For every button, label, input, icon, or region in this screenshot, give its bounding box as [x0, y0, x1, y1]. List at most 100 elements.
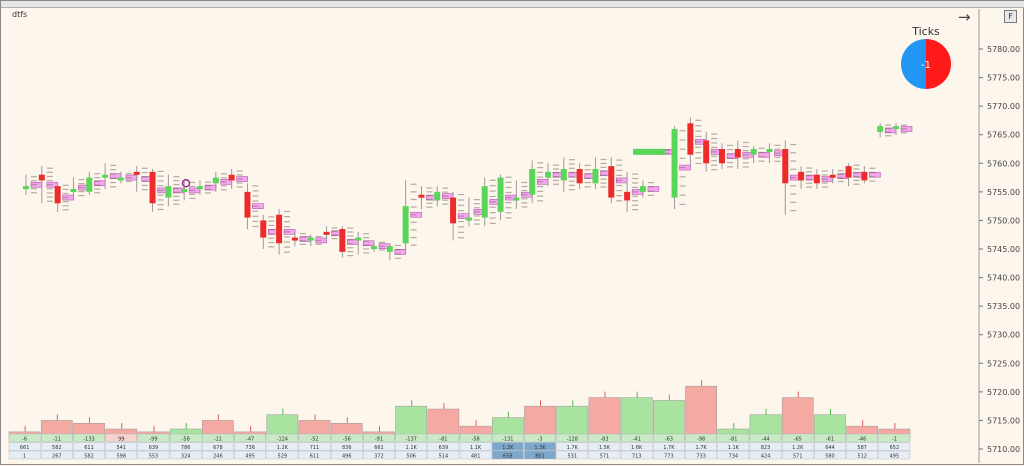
footprint-row	[268, 229, 275, 231]
footprint-row	[711, 137, 718, 140]
stats-cell	[169, 450, 202, 460]
stats-cell	[492, 442, 524, 451]
footprint-row	[774, 144, 781, 146]
stats-cell	[427, 433, 460, 443]
footprint-row	[537, 171, 544, 173]
stats-cell-text: 611	[84, 445, 94, 451]
footprint-row	[62, 188, 69, 191]
stats-cell	[8, 433, 41, 443]
footprint-row	[711, 151, 718, 153]
footprint-row	[315, 239, 322, 242]
footprint-row	[790, 209, 797, 212]
footprint-row	[553, 183, 559, 185]
stats-cell	[202, 442, 234, 451]
footprint-row	[110, 186, 117, 188]
footprint-row	[46, 200, 53, 202]
stats-cell-text: 713	[632, 453, 642, 459]
candle-body	[228, 174, 235, 181]
footprint-row	[94, 173, 101, 175]
y-tick-label: 5735.00	[987, 302, 1020, 311]
footprint-row	[31, 176, 37, 178]
footprint-row	[553, 168, 559, 170]
candle-body	[70, 189, 77, 192]
footprint-row	[458, 193, 465, 196]
candle-body	[54, 186, 61, 204]
footprint-row	[821, 178, 828, 180]
stats-cell-text: 580	[825, 453, 835, 459]
footprint-row	[711, 142, 718, 144]
footprint-row	[426, 195, 433, 197]
footprint-row	[774, 152, 781, 154]
candle-body	[829, 174, 836, 178]
stats-cell-text: -137	[405, 436, 416, 442]
stats-cell	[717, 450, 750, 460]
footprint-row	[647, 186, 654, 188]
stats-cell-text: 836	[342, 445, 352, 451]
volume-bar	[685, 385, 717, 441]
footprint-row	[584, 177, 591, 179]
stats-cell	[298, 450, 331, 460]
footprint-row	[284, 241, 291, 243]
footprint-row	[458, 204, 465, 206]
footprint-row	[584, 181, 591, 184]
footprint-row	[521, 181, 528, 184]
stats-cell	[717, 442, 750, 451]
footprint-row	[284, 246, 291, 248]
footprint-row	[252, 190, 259, 192]
footprint-row	[173, 187, 180, 190]
stats-cell	[556, 450, 589, 460]
stats-cell	[395, 450, 427, 460]
footprint-row	[679, 203, 686, 205]
footprint-row	[189, 197, 196, 200]
stats-cell	[814, 442, 846, 451]
footprint-row	[505, 176, 512, 178]
footprint-row	[189, 181, 196, 184]
stats-cell	[749, 433, 782, 443]
stats-cell	[781, 433, 814, 443]
stats-cell-text: 1	[23, 453, 26, 459]
footprint-row	[616, 184, 623, 187]
footprint-row	[442, 191, 449, 193]
stats-cell	[169, 442, 202, 451]
footprint-row	[347, 235, 354, 237]
footprint-row	[711, 169, 718, 171]
y-tick-label: 5715.00	[987, 416, 1020, 425]
pie-slice	[926, 39, 951, 89]
footprint-row	[600, 182, 607, 184]
arrow-right-icon[interactable]: →	[958, 8, 971, 26]
footprint-row	[473, 219, 480, 221]
footprint-row	[616, 195, 623, 197]
stats-cell-text: 571	[600, 453, 610, 459]
stats-cell	[266, 450, 299, 460]
stats-cell	[363, 450, 395, 460]
footprint-row	[790, 201, 797, 203]
footprint-row	[141, 176, 148, 178]
candle-body	[845, 166, 852, 178]
footprint-row	[869, 176, 876, 178]
footprint-row	[758, 147, 765, 149]
footprint-row	[157, 180, 164, 182]
y-tick-label: 5720.00	[987, 388, 1020, 397]
chart-properties-button[interactable]: F	[1004, 10, 1017, 23]
footprint-row	[806, 171, 813, 173]
footprint-row	[853, 164, 860, 166]
stats-cell-text: -65	[794, 436, 802, 442]
stats-cell	[202, 433, 234, 443]
footprint-row	[62, 192, 69, 195]
footprint-row	[268, 246, 275, 248]
stats-cell	[588, 433, 621, 443]
stats-cell	[330, 433, 363, 443]
footprint-row	[758, 151, 765, 154]
footprint-row	[252, 205, 259, 207]
candle-body	[86, 177, 93, 192]
stats-cell-text: 644	[825, 445, 835, 451]
footprint-row	[679, 185, 686, 187]
footprint-row	[252, 215, 259, 217]
footprint-row	[141, 180, 148, 182]
footprint-row	[489, 179, 496, 181]
footprint-row	[410, 221, 417, 223]
footprint-row	[347, 255, 354, 257]
footprint-row	[505, 181, 512, 183]
footprint-row	[458, 215, 465, 217]
footprint-row	[62, 196, 69, 199]
